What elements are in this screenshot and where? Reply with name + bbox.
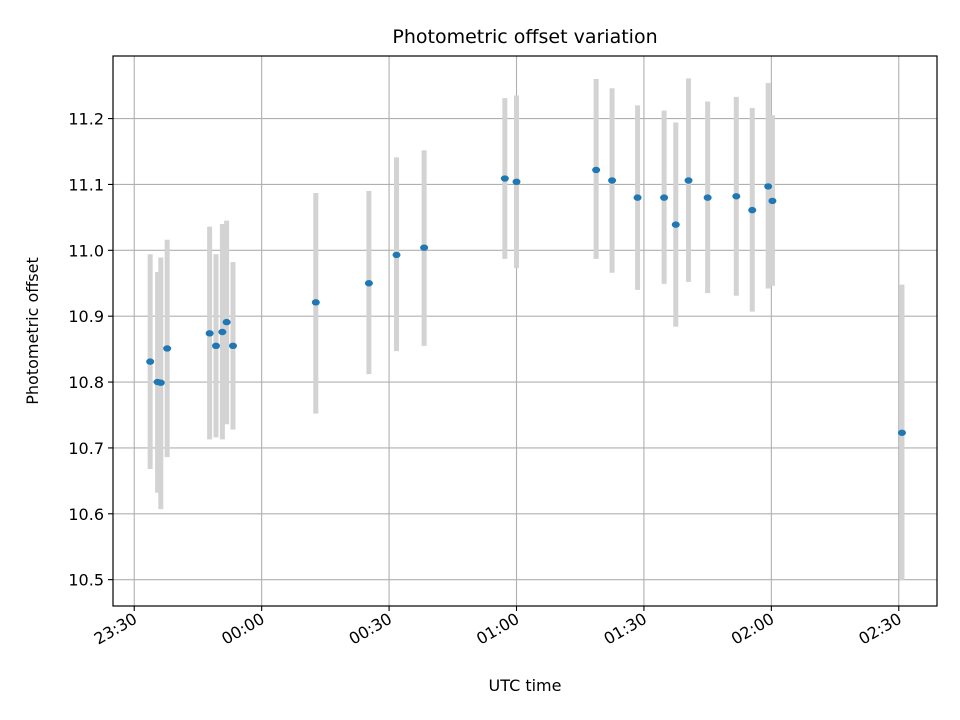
data-point (420, 244, 429, 251)
x-axis-label: UTC time (489, 676, 562, 695)
data-point (748, 206, 757, 214)
y-tick-label: 10.9 (68, 307, 104, 326)
y-axis-label: Photometric offset (23, 257, 42, 405)
data-point (212, 342, 220, 350)
data-point (512, 178, 521, 186)
data-point (671, 221, 680, 228)
data-point (146, 358, 155, 365)
data-point (703, 194, 712, 201)
data-point (768, 197, 777, 205)
y-tick-label: 10.6 (68, 505, 104, 524)
data-point (684, 177, 693, 184)
chart-title: Photometric offset variation (392, 26, 657, 48)
data-point (500, 175, 509, 182)
data-point (228, 342, 237, 350)
data-point (608, 177, 617, 184)
y-tick-label: 10.5 (68, 571, 104, 590)
y-tick-label: 10.7 (68, 439, 104, 458)
y-tick-label: 11.2 (68, 110, 104, 129)
data-point (222, 318, 231, 326)
data-point (311, 299, 320, 306)
axes-frame (112, 55, 938, 607)
data-point (156, 379, 165, 386)
data-point (764, 183, 773, 190)
data-point (364, 280, 373, 287)
data-point (392, 251, 401, 259)
data-points (146, 166, 906, 436)
data-point (163, 345, 172, 352)
y-tick-label: 11.0 (68, 241, 104, 260)
data-point (660, 194, 669, 201)
data-point (633, 194, 642, 201)
y-tick-label: 10.8 (68, 373, 104, 392)
y-tick-label: 11.1 (68, 175, 104, 194)
data-point (218, 328, 227, 336)
data-point (592, 166, 601, 174)
data-point (897, 429, 906, 436)
data-point (732, 193, 741, 200)
data-point (205, 330, 214, 337)
